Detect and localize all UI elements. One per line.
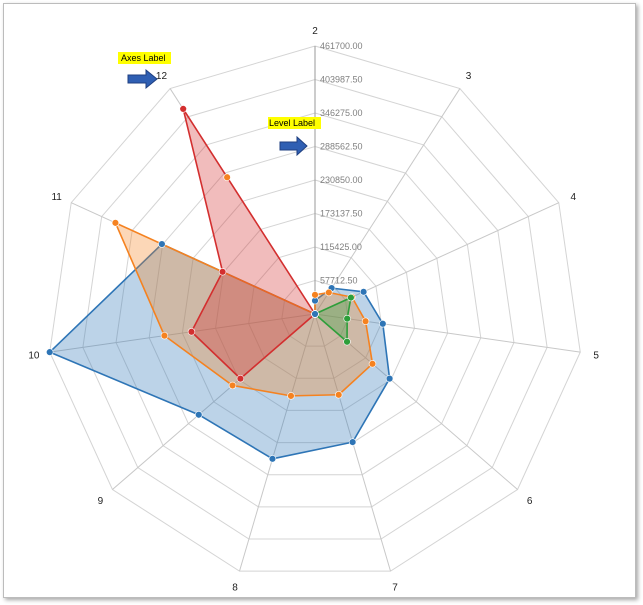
level-label-text: Level Label (269, 118, 315, 128)
series-3-point (218, 268, 227, 276)
series-3-point (187, 328, 196, 336)
arrow-right-icon (127, 68, 158, 90)
series-4-point (343, 338, 351, 346)
series-3-point (236, 374, 245, 383)
axis-label: 7 (392, 582, 398, 593)
level-label-highlight (268, 117, 321, 129)
grid-ring (49, 45, 581, 572)
series-2-point (335, 391, 343, 399)
level-label: 230850.00 (320, 175, 363, 185)
grid-ring (115, 112, 515, 508)
level-label: 403987.50 (320, 75, 363, 85)
extra-point (223, 173, 231, 181)
grid-ring (148, 145, 482, 476)
axis-spoke (314, 88, 461, 315)
axis-spoke (314, 202, 559, 315)
level-label: 115425.00 (320, 242, 362, 252)
series-4-point (343, 314, 351, 323)
axis-label: 4 (571, 192, 577, 203)
grid-ring (281, 279, 349, 347)
axis-label: 9 (98, 496, 104, 507)
series-1-point (46, 348, 54, 356)
series-2-point (287, 392, 295, 400)
series-area-3 (182, 108, 316, 380)
level-label: 173137.50 (320, 209, 363, 219)
axis-label: 12 (156, 71, 168, 82)
grid-ring (248, 246, 382, 379)
axis-label: 11 (51, 192, 62, 203)
series-1-point (379, 320, 387, 328)
series-3-point (179, 105, 187, 113)
series-2-point (228, 381, 237, 390)
level-labels: 57712.50 115425.00 173137.50 230850.00 28856… (320, 41, 363, 286)
series-1-point (348, 438, 357, 446)
axes-label-highlight (118, 52, 171, 64)
chart-frame (3, 3, 636, 598)
level-label: 346275.00 (320, 108, 363, 118)
axis-spoke (314, 313, 581, 353)
radar-series (46, 105, 394, 463)
axis-label: 8 (232, 582, 238, 593)
grid-ring (181, 179, 449, 444)
series-2-point (325, 288, 333, 297)
series-1-point (268, 455, 277, 463)
radar-grid (49, 45, 581, 572)
series-2-point (368, 360, 377, 368)
level-label: 288562.50 (320, 142, 363, 152)
axis-label: 6 (527, 496, 533, 507)
series-2-point (160, 331, 169, 340)
series-2-point (111, 219, 120, 227)
level-label: 57712.50 (320, 276, 358, 286)
axis-label: 3 (466, 71, 472, 82)
axis-label: 5 (593, 350, 599, 361)
arrow-right-icon (279, 135, 308, 157)
level-label-callout: Level Label (268, 117, 321, 157)
series-2-point (361, 317, 370, 325)
series-2-point (311, 291, 319, 299)
extra-point (311, 310, 319, 318)
axis-spoke (49, 313, 316, 353)
series-1-point (158, 240, 166, 248)
axes-label-text: Axes Label (121, 53, 166, 63)
grid-ring (215, 212, 415, 411)
series-1-point (195, 411, 203, 419)
axis-label: 10 (28, 350, 40, 361)
axis-label: 2 (312, 26, 318, 37)
axis-spoke (239, 313, 316, 572)
axis-labels: 2 3 4 5 6 7 8 9 10 11 12 (28, 26, 599, 593)
series-4-point (347, 293, 355, 302)
axes-label-callout: Axes Label (118, 52, 171, 90)
grid-ring (82, 78, 548, 540)
series-1-point (385, 374, 394, 383)
series-1-point (359, 288, 368, 296)
level-label: 461700.00 (320, 41, 363, 51)
